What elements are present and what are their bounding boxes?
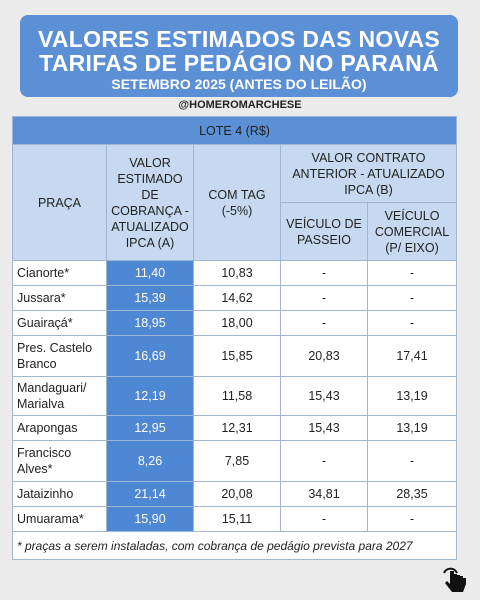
value-cell: - bbox=[366, 310, 458, 336]
handle: @HOMEROMARCHESE bbox=[178, 99, 302, 111]
value-cell: 15,39 bbox=[106, 285, 194, 311]
value-cell: 21,14 bbox=[106, 481, 194, 507]
value-cell: 12,31 bbox=[193, 415, 281, 441]
place-cell: Jussara* bbox=[12, 285, 107, 311]
pointer-icon bbox=[443, 567, 466, 592]
header-cell: VEÍCULO COMERCIAL (P/ EIXO) bbox=[366, 202, 458, 261]
header-banner: VALORES ESTIMADOS DAS NOVAS TARIFAS DE P… bbox=[20, 15, 458, 97]
table-row: Jataizinho 21,14 20,08 34,81 28,35 bbox=[12, 481, 458, 507]
value-cell: 11,40 bbox=[106, 260, 194, 286]
value-cell: 8,26 bbox=[106, 440, 194, 482]
value-cell: - bbox=[366, 260, 458, 286]
value-cell: 13,19 bbox=[366, 415, 458, 441]
value-cell: 15,85 bbox=[193, 335, 281, 377]
subtitle: SETEMBRO 2025 (ANTES DO LEILÃO) bbox=[111, 76, 367, 92]
value-cell: 18,95 bbox=[106, 310, 194, 336]
lot-header: LOTE 4 (R$) bbox=[11, 116, 458, 145]
header-cell: COM TAG (-5%) bbox=[193, 144, 281, 261]
place-cell: Jataizinho bbox=[12, 481, 107, 507]
header-cell: VEÍCULO DE PASSEIO bbox=[280, 202, 368, 261]
value-cell: - bbox=[366, 285, 458, 311]
value-cell: 13,19 bbox=[366, 376, 458, 416]
place-cell: Arapongas bbox=[12, 415, 107, 441]
value-cell: 12,19 bbox=[106, 376, 194, 416]
value-cell: 15,11 bbox=[193, 506, 281, 532]
value-cell: - bbox=[280, 260, 368, 286]
place-cell: Umuarama* bbox=[12, 506, 107, 532]
title-line: TARIFAS DE PEDÁGIO NO PARANÁ bbox=[39, 50, 439, 76]
footnote-row: * praças a serem instaladas, com cobranç… bbox=[11, 531, 458, 560]
value-cell: 11,58 bbox=[193, 376, 281, 416]
table-row: Guairaçá* 18,95 18,00- - bbox=[12, 310, 458, 336]
table-row: Umuarama* 15,90 15,11- - bbox=[12, 506, 458, 532]
value-cell: 14,62 bbox=[193, 285, 281, 311]
header-cell: VALOR ESTIMADO DE COBRANÇA - ATUALIZADO … bbox=[106, 144, 194, 261]
place-cell: Francisco Alves* bbox=[12, 440, 107, 482]
value-cell: - bbox=[280, 310, 368, 336]
value-cell: 16,69 bbox=[106, 335, 194, 377]
title-line: VALORES ESTIMADOS DAS NOVAS bbox=[37, 26, 441, 52]
place-cell: Pres. Castelo Branco bbox=[12, 335, 107, 377]
table-row: Cianorte* 11,40 10,83- - bbox=[12, 260, 458, 286]
value-cell: - bbox=[366, 506, 458, 532]
table-row: Mandaguari/ Marialva 12,19 11,58 15,43 13,19 bbox=[12, 376, 458, 416]
value-cell: - bbox=[280, 440, 368, 482]
table-row: Francisco Alves* 8,26 7,85- - bbox=[12, 440, 458, 482]
header-cell: PRAÇA bbox=[12, 144, 107, 261]
value-cell: 17,41 bbox=[366, 335, 458, 377]
value-cell: - bbox=[280, 506, 368, 532]
value-cell: - bbox=[366, 440, 458, 482]
footnote: * praças a serem instaladas, com cobranç… bbox=[11, 531, 458, 560]
value-cell: 34,81 bbox=[280, 481, 368, 507]
value-cell: 7,85 bbox=[193, 440, 281, 482]
value-cell: 15,43 bbox=[280, 415, 368, 441]
header-cell: VALOR CONTRATO ANTERIOR - ATUALIZADO IPC… bbox=[279, 144, 458, 203]
table-row: Jussara* 15,39 14,62- - bbox=[12, 285, 458, 311]
table-row: Pres. Castelo Branco 16,69 15,85 20,83 17,41 bbox=[12, 335, 458, 377]
value-cell: 15,90 bbox=[106, 506, 194, 532]
value-cell: 18,00 bbox=[193, 310, 281, 336]
toll-table: LOTE 4 (R$) PRAÇA VALOR ESTIMADO DE COBR… bbox=[11, 116, 458, 560]
value-cell: 10,83 bbox=[193, 260, 281, 286]
value-cell: - bbox=[280, 285, 368, 311]
value-cell: 28,35 bbox=[366, 481, 458, 507]
value-cell: 15,43 bbox=[280, 376, 368, 416]
value-cell: 20,83 bbox=[280, 335, 368, 377]
value-cell: 20,08 bbox=[193, 481, 281, 507]
place-cell: Mandaguari/ Marialva bbox=[12, 376, 107, 416]
value-cell: 12,95 bbox=[106, 415, 194, 441]
place-cell: Cianorte* bbox=[12, 260, 107, 286]
place-cell: Guairaçá* bbox=[12, 310, 107, 336]
table-row: Arapongas 12,95 12,31 15,43 13,19 bbox=[12, 415, 458, 441]
